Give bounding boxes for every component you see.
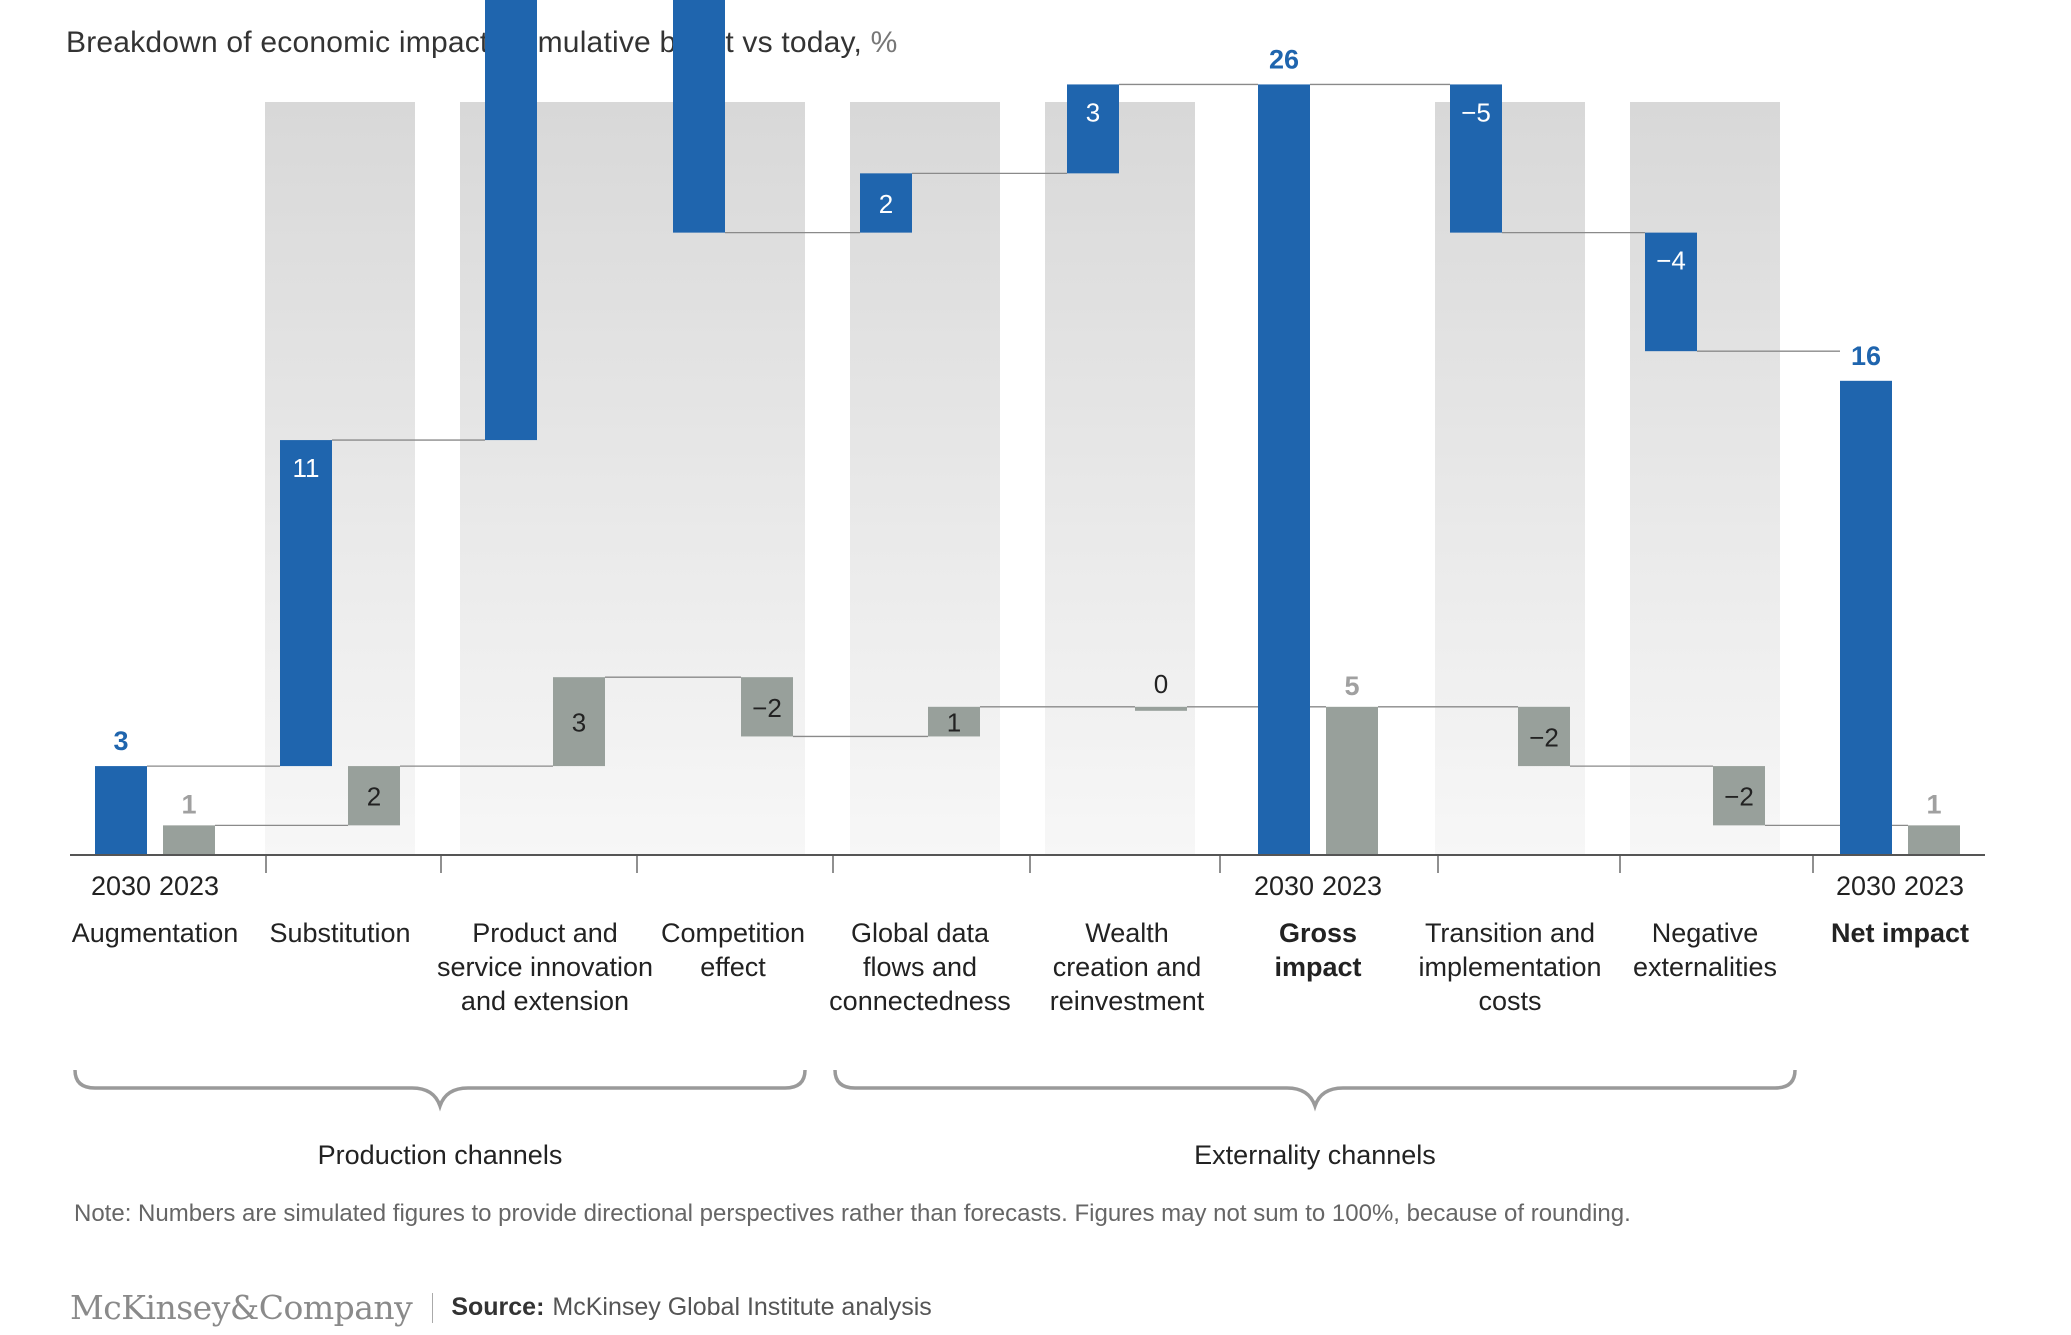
category-label: Transition and implementation costs — [1418, 918, 1601, 1016]
year-label-2030: 2030 — [91, 871, 151, 901]
bar-2030-4 — [860, 173, 912, 233]
year-label-2023: 2023 — [1904, 871, 1964, 901]
brace-externality — [833, 1069, 1797, 1112]
chart-title-unit: % — [870, 26, 898, 59]
year-label-2023: 2023 — [159, 871, 219, 901]
bar-2030-1 — [280, 440, 332, 767]
chart-title: Breakdown of economic impact, cumulative… — [66, 26, 897, 60]
value-label-2023: −2 — [1724, 782, 1754, 812]
bar-2023-1 — [348, 766, 400, 826]
bar-2023-0 — [163, 825, 215, 855]
category-label: Negative externalities — [1633, 918, 1777, 982]
category-label-line: Gross — [1279, 918, 1357, 948]
value-label-2030: 11 — [293, 453, 320, 483]
category-label-line: flows and — [863, 952, 977, 982]
category-label-line: Wealth — [1085, 918, 1169, 948]
chart-note: Note: Numbers are simulated figures to p… — [74, 1200, 1631, 1227]
category-label: Wealth creation and reinvestment — [1050, 918, 1205, 1016]
category-label-line: Negative — [1652, 918, 1759, 948]
value-label-2030: −5 — [1461, 97, 1491, 127]
category-label-line: costs — [1478, 986, 1541, 1016]
value-label-2023: −2 — [752, 693, 782, 723]
bar-2030-2 — [485, 0, 537, 441]
bar-2023-4 — [928, 706, 980, 737]
category-label: Substitution — [269, 918, 410, 948]
value-label-2030: 3 — [1086, 97, 1100, 127]
category-label-line: service innovation — [437, 952, 653, 982]
shade-panel — [1045, 102, 1195, 855]
category-label-line: Global data — [851, 918, 990, 948]
year-label-2030: 2030 — [1836, 871, 1896, 901]
category-label-line: implementation — [1418, 952, 1601, 982]
category-label: Competition effect — [661, 918, 805, 982]
bar-2030-0 — [95, 766, 147, 855]
category-label-line: connectedness — [829, 986, 1011, 1016]
bar-2030-9 — [1840, 380, 1892, 855]
value-label-2030: 2 — [879, 189, 893, 219]
category-label-line: effect — [700, 952, 766, 982]
category-label-line: Transition and — [1425, 918, 1595, 948]
bar-2023-6 — [1326, 706, 1378, 855]
brace-production — [73, 1069, 807, 1112]
value-label-2023: 1 — [947, 708, 961, 738]
bar-2030-7 — [1450, 84, 1502, 233]
category-label-line: externalities — [1633, 952, 1777, 982]
category-label-line: impact — [1274, 952, 1361, 982]
value-label-2023: 1 — [1926, 789, 1941, 819]
value-label-2030: 26 — [1269, 44, 1299, 74]
mckinsey-logo: McKinsey&Company — [70, 1288, 413, 1327]
shade-panel — [1630, 102, 1780, 855]
bar-2023-5 — [1135, 706, 1187, 711]
bar-2023-8 — [1713, 766, 1765, 826]
category-label-line: reinvestment — [1050, 986, 1205, 1016]
value-label-2030: −4 — [1656, 246, 1686, 276]
value-label-2023: 5 — [1344, 671, 1359, 701]
category-label: Gross impact — [1274, 918, 1361, 982]
value-label-2030: 16 — [1851, 341, 1881, 371]
category-label-line: and extension — [461, 986, 629, 1016]
value-label-2030: 3 — [113, 726, 128, 756]
category-label-line: Competition — [661, 918, 805, 948]
value-label-2023: 3 — [572, 708, 586, 738]
year-label-2023: 2023 — [1322, 871, 1382, 901]
value-label-2023: 0 — [1154, 669, 1168, 699]
year-label-2030: 2030 — [1254, 871, 1314, 901]
bar-2030-6 — [1258, 84, 1310, 855]
category-label-line: Net impact — [1831, 918, 1969, 948]
category-label-line: Augmentation — [72, 918, 239, 948]
bar-2023-9 — [1908, 825, 1960, 855]
bar-2023-3 — [741, 677, 793, 737]
category-label-line: Product and — [472, 918, 618, 948]
bar-2030-3 — [673, 0, 725, 233]
bar-2023-2 — [553, 677, 605, 767]
waterfall-chart: 31112243−17−22130265−5−2−4−2161203020232… — [70, 0, 1985, 1170]
group-label-externality: Externality channels — [1194, 1140, 1436, 1170]
chart-title-text: Breakdown of economic impact, cumulative… — [66, 26, 863, 59]
footer: McKinsey&Company Source: McKinsey Global… — [70, 1288, 932, 1327]
value-label-2023: −2 — [1529, 722, 1559, 752]
source-text: McKinsey Global Institute analysis — [552, 1293, 932, 1321]
footer-divider — [432, 1292, 434, 1323]
category-label-line: Substitution — [269, 918, 410, 948]
value-label-2023: 2 — [367, 782, 381, 812]
group-label-production: Production channels — [318, 1140, 563, 1170]
source-label: Source: — [451, 1293, 545, 1321]
category-label: Product and service innovation and extensi… — [437, 918, 653, 1016]
category-label: Augmentation — [72, 918, 239, 948]
category-label: Global data flows and connectedness — [829, 918, 1011, 1016]
category-label-line: creation and — [1053, 952, 1202, 982]
bar-2030-5 — [1067, 84, 1119, 174]
value-label-2023: 1 — [181, 789, 196, 819]
bar-2023-7 — [1518, 706, 1570, 767]
category-label: Net impact — [1831, 918, 1969, 948]
bar-2030-8 — [1645, 232, 1697, 352]
